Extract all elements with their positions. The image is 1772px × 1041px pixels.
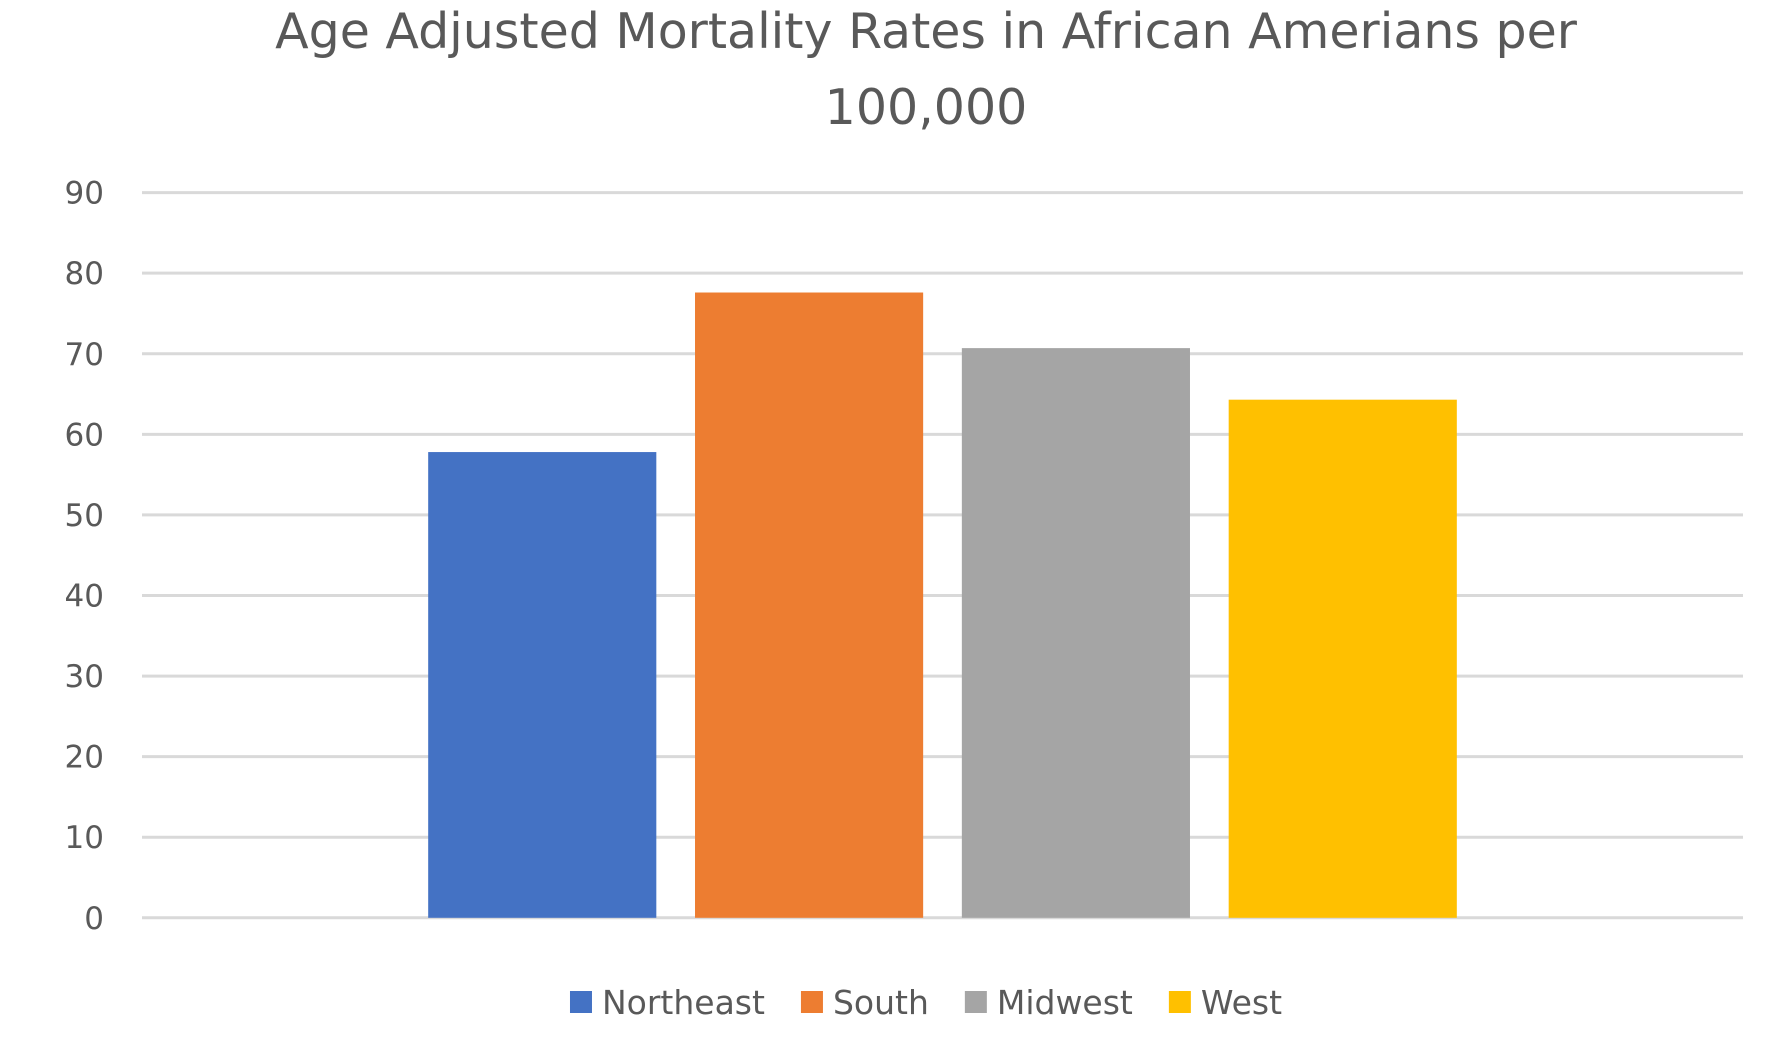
legend-label: Northeast [602,983,765,1022]
y-tick-label: 0 [84,901,104,937]
legend-swatch [569,991,592,1013]
chart-title-line-2: 100,000 [825,79,1028,136]
y-tick-label: 20 [65,740,104,776]
y-tick-label: 40 [65,578,104,614]
bar-northeast [428,452,657,918]
bar-west [1228,399,1457,918]
legend-swatch [964,991,987,1013]
y-tick-label: 60 [65,417,104,453]
y-tick-label: 90 [65,176,104,212]
legend-swatch [1168,991,1191,1013]
y-tick-label: 50 [65,498,104,534]
legend-item-midwest: Midwest [964,983,1133,1022]
legend-item-south: South [800,983,929,1022]
y-tick-label: 70 [65,337,104,373]
legend-swatch [800,991,823,1013]
bars [428,292,1457,918]
bar-south [695,292,924,918]
chart-title-line-1: Age Adjusted Mortality Rates in African … [275,3,1578,60]
legend-label: Midwest [997,983,1133,1022]
y-axis-tick-labels: 0 10 20 30 40 50 60 70 80 90 [65,176,104,937]
gridlines [142,191,1743,920]
chart-title: Age Adjusted Mortality Rates in African … [275,3,1578,136]
legend: Northeast South Midwest West [569,983,1282,1022]
y-tick-label: 80 [65,256,104,292]
legend-item-west: West [1168,983,1282,1022]
legend-item-northeast: Northeast [569,983,765,1022]
legend-label: West [1201,983,1282,1022]
bar-midwest [961,348,1190,918]
legend-label: South [833,983,929,1022]
y-tick-label: 30 [65,659,104,695]
y-tick-label: 10 [65,820,104,856]
